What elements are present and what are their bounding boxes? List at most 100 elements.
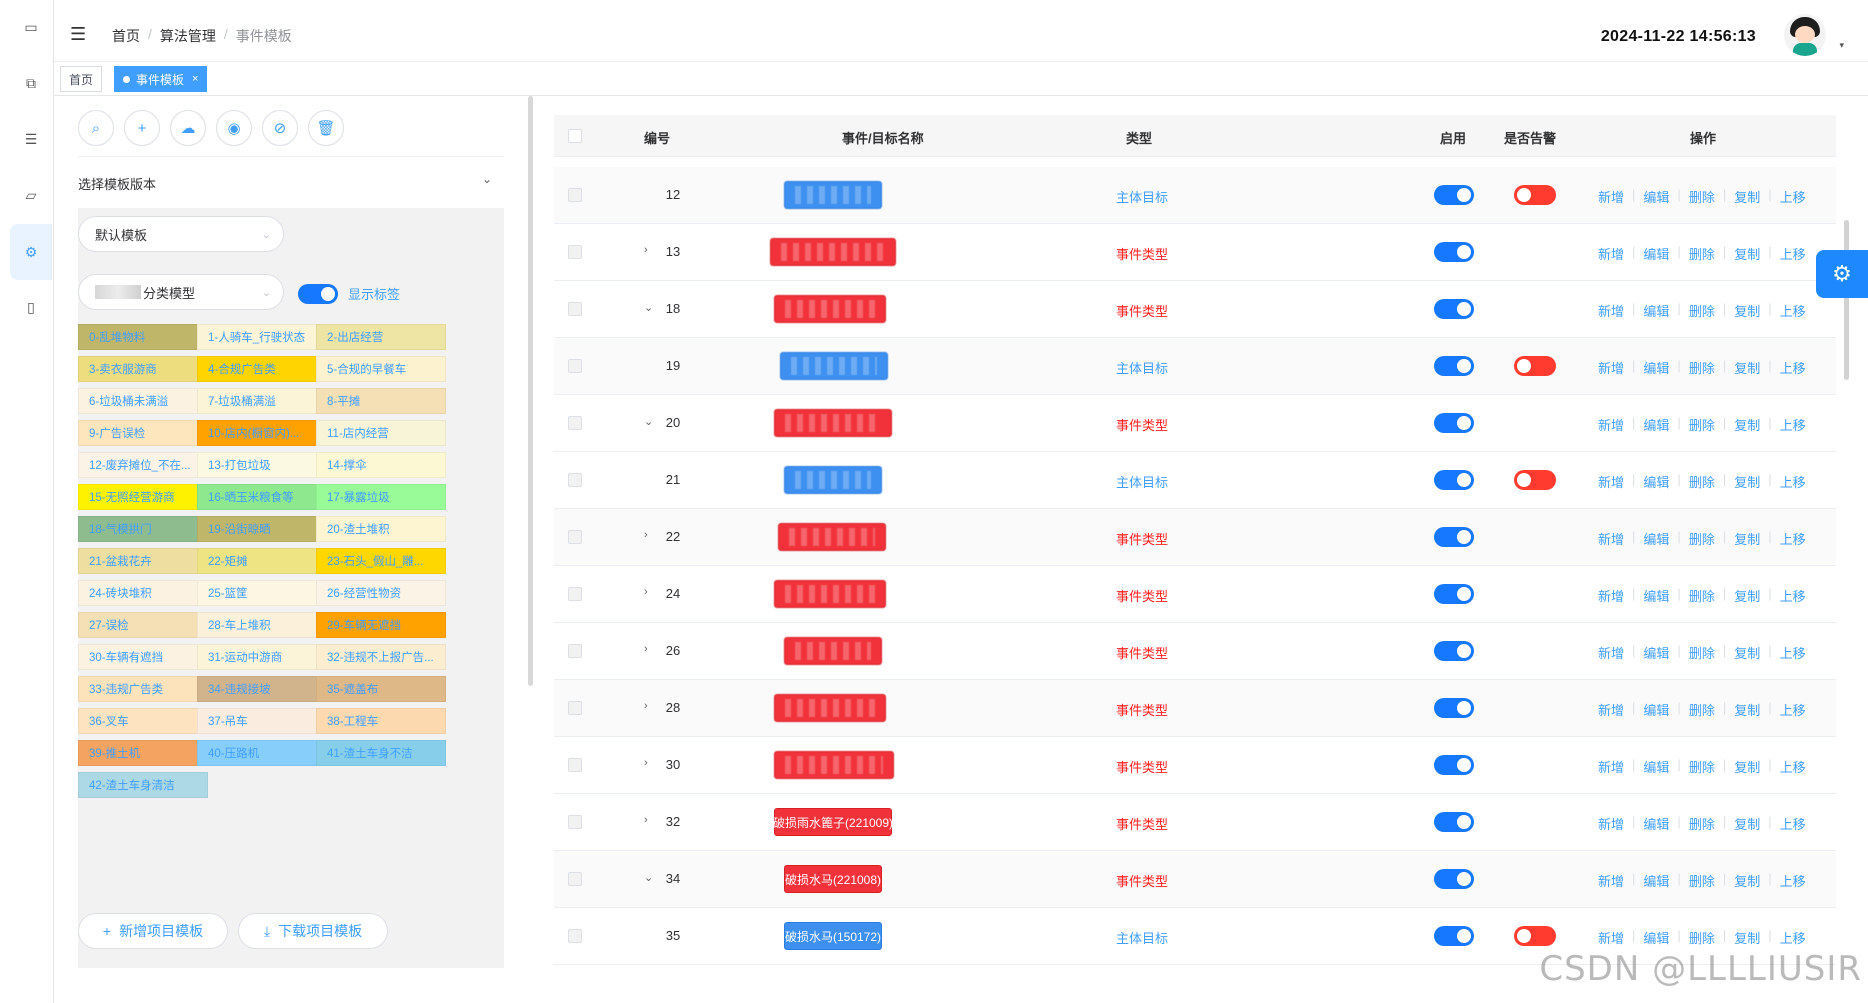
category-tag[interactable]: 21-盆栽花卉 xyxy=(78,548,208,574)
copy-action[interactable]: 复制 xyxy=(1734,703,1761,718)
row-checkbox[interactable] xyxy=(568,359,582,373)
category-tag[interactable]: 31-运动中游商 xyxy=(197,644,327,670)
category-tag[interactable]: 37-吊车 xyxy=(197,708,327,734)
expand-icon[interactable]: › xyxy=(644,700,648,712)
delete-action[interactable]: 删除 xyxy=(1688,589,1715,604)
chevron-down-icon[interactable]: ⌄ xyxy=(481,172,492,186)
delete-action[interactable]: 删除 xyxy=(1688,874,1715,889)
row-checkbox[interactable] xyxy=(568,188,582,202)
expand-icon[interactable]: ⌄ xyxy=(644,416,654,428)
add-action[interactable]: 新增 xyxy=(1598,760,1625,775)
category-tag[interactable]: 12-废弃摊位_不在... xyxy=(78,452,208,478)
category-tag[interactable]: 18-气模拱门 xyxy=(78,516,208,542)
monitor-icon[interactable]: ▭ xyxy=(24,18,38,35)
category-tag[interactable]: 8-平摊 xyxy=(316,388,446,414)
row-checkbox[interactable] xyxy=(568,701,582,715)
add-action[interactable]: 新增 xyxy=(1598,874,1625,889)
add-action[interactable]: 新增 xyxy=(1598,589,1625,604)
add-action[interactable]: 新增 xyxy=(1598,418,1625,433)
breadcrumb-algorithm[interactable]: 算法管理 xyxy=(159,28,216,44)
row-checkbox[interactable] xyxy=(568,929,582,943)
delete-icon[interactable]: 🗑 xyxy=(308,110,344,146)
alarm-toggle[interactable] xyxy=(1514,926,1556,946)
row-checkbox[interactable] xyxy=(568,758,582,772)
move-up-action[interactable]: 上移 xyxy=(1779,760,1806,775)
category-tag[interactable]: 30-车辆有遮挡 xyxy=(78,644,208,670)
category-tag[interactable]: 1-人骑车_行驶状态 xyxy=(197,324,327,350)
edit-action[interactable]: 编辑 xyxy=(1643,874,1670,889)
delete-action[interactable]: 删除 xyxy=(1688,817,1715,832)
category-tag[interactable]: 11-店内经营 xyxy=(316,420,446,446)
close-icon[interactable]: × xyxy=(192,73,199,85)
enable-toggle[interactable] xyxy=(1434,413,1474,433)
enable-toggle[interactable] xyxy=(1434,926,1474,946)
copy-action[interactable]: 复制 xyxy=(1734,874,1761,889)
copy-action[interactable]: 复制 xyxy=(1734,646,1761,661)
copy-action[interactable]: 复制 xyxy=(1734,475,1761,490)
edit-action[interactable]: 编辑 xyxy=(1643,646,1670,661)
delete-action[interactable]: 删除 xyxy=(1688,931,1715,946)
select-all-checkbox[interactable] xyxy=(568,129,582,143)
copy-action[interactable]: 复制 xyxy=(1734,418,1761,433)
add-action[interactable]: 新增 xyxy=(1598,247,1625,262)
category-tag[interactable]: 35-遮盖布 xyxy=(316,676,446,702)
category-tag[interactable]: 29-车辆无遮挡 xyxy=(316,612,446,638)
move-up-action[interactable]: 上移 xyxy=(1779,475,1806,490)
phone-icon[interactable]: ▯ xyxy=(27,298,35,315)
add-action[interactable]: 新增 xyxy=(1598,532,1625,547)
category-tag[interactable]: 10-店内(橱窗内)... xyxy=(197,420,327,446)
row-checkbox[interactable] xyxy=(568,872,582,886)
move-up-action[interactable]: 上移 xyxy=(1779,817,1806,832)
enable-toggle[interactable] xyxy=(1434,242,1474,262)
edit-action[interactable]: 编辑 xyxy=(1643,817,1670,832)
screen-icon[interactable]: ⧉ xyxy=(26,74,36,91)
upload-icon[interactable]: ☁ xyxy=(170,110,206,146)
edit-action[interactable]: 编辑 xyxy=(1643,703,1670,718)
table-scrollbar[interactable] xyxy=(1844,220,1849,380)
category-tag[interactable]: 4-合规广告类 xyxy=(197,356,327,382)
row-checkbox[interactable] xyxy=(568,530,582,544)
row-checkbox[interactable] xyxy=(568,302,582,316)
menu-toggle-icon[interactable]: ☰ xyxy=(70,24,87,44)
row-checkbox[interactable] xyxy=(568,587,582,601)
copy-action[interactable]: 复制 xyxy=(1734,817,1761,832)
category-tag[interactable]: 34-违规接坡 xyxy=(197,676,327,702)
category-tag[interactable]: 36-叉车 xyxy=(78,708,208,734)
eye-icon[interactable]: ◉ xyxy=(216,110,252,146)
eye-hidden-icon[interactable]: ⊘ xyxy=(262,110,298,146)
category-tag[interactable]: 16-晒玉米粮食等 xyxy=(197,484,327,510)
add-action[interactable]: 新增 xyxy=(1598,817,1625,832)
settings-gear-icon[interactable]: ⚙ xyxy=(1816,250,1868,298)
delete-action[interactable]: 删除 xyxy=(1688,418,1715,433)
category-tag[interactable]: 7-垃圾桶满溢 xyxy=(197,388,327,414)
category-tag[interactable]: 24-砖块堆积 xyxy=(78,580,208,606)
tag-event-template[interactable]: 事件模板 × xyxy=(114,66,208,92)
copy-action[interactable]: 复制 xyxy=(1734,532,1761,547)
category-tag[interactable]: 42-渣土车身清洁 xyxy=(78,772,208,798)
add-action[interactable]: 新增 xyxy=(1598,646,1625,661)
copy-action[interactable]: 复制 xyxy=(1734,304,1761,319)
download-template-button[interactable]: ⤓ 下载项目模板 xyxy=(238,913,388,949)
enable-toggle[interactable] xyxy=(1434,812,1474,832)
expand-icon[interactable]: ⌄ xyxy=(644,872,654,884)
edit-action[interactable]: 编辑 xyxy=(1643,589,1670,604)
category-tag[interactable]: 22-矩摊 xyxy=(197,548,327,574)
move-up-action[interactable]: 上移 xyxy=(1779,589,1806,604)
category-tag[interactable]: 23-石头_假山_雕... xyxy=(316,548,446,574)
enable-toggle[interactable] xyxy=(1434,185,1474,205)
delete-action[interactable]: 删除 xyxy=(1688,361,1715,376)
edit-action[interactable]: 编辑 xyxy=(1643,304,1670,319)
model-select[interactable]: 分类模型 ⌄ xyxy=(78,274,284,310)
category-tag[interactable]: 0-乱堆物料 xyxy=(78,324,208,350)
edit-action[interactable]: 编辑 xyxy=(1643,931,1670,946)
category-tag[interactable]: 20-渣土堆积 xyxy=(316,516,446,542)
enable-toggle[interactable] xyxy=(1434,527,1474,547)
copy-action[interactable]: 复制 xyxy=(1734,760,1761,775)
delete-action[interactable]: 删除 xyxy=(1688,646,1715,661)
add-action[interactable]: 新增 xyxy=(1598,475,1625,490)
tag-home[interactable]: 首页 xyxy=(60,66,103,92)
expand-icon[interactable]: › xyxy=(644,529,648,541)
alarm-toggle[interactable] xyxy=(1514,470,1556,490)
version-select[interactable]: 默认模板 ⌄ xyxy=(78,216,284,252)
expand-icon[interactable]: › xyxy=(644,643,648,655)
